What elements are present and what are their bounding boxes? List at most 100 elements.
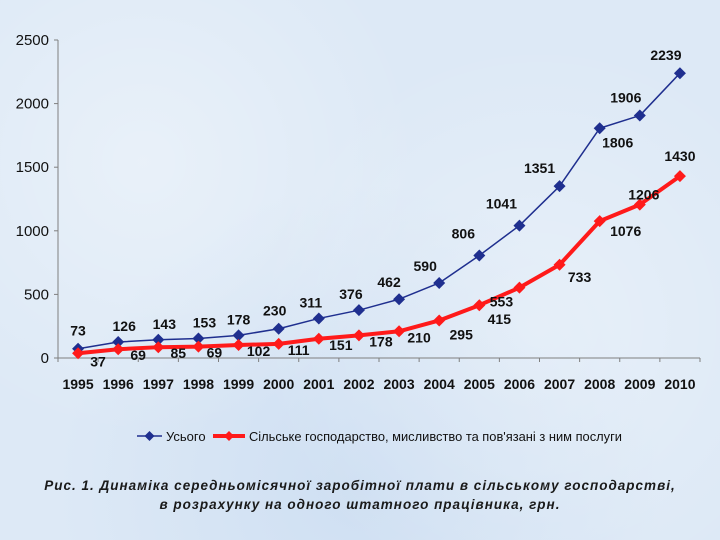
series-2-point: [593, 215, 606, 228]
x-tick-label: 1996: [103, 376, 134, 392]
series-1-point: [513, 219, 526, 232]
legend-label-series-1: Усього: [166, 429, 206, 444]
series-1-point: [312, 312, 325, 325]
series-2-point: [513, 281, 526, 294]
series-2-data-label: 111: [288, 342, 310, 358]
y-tick-label: 2000: [16, 96, 49, 113]
series-1-point: [112, 335, 125, 348]
x-tick-label: 2001: [303, 376, 334, 392]
x-tick-label: 2004: [424, 376, 455, 392]
legend: Усього Сільське господарство, мисливство…: [137, 429, 622, 444]
x-tick-label: 2002: [343, 376, 374, 392]
y-axis: 0 500 1000 1500 2000 2500: [16, 32, 58, 367]
series-2-point: [393, 325, 406, 338]
series-1-data-label: 1806: [602, 134, 633, 150]
series-1-data-label: 590: [414, 258, 438, 274]
series-2-data-label: 415: [488, 311, 512, 327]
series-2-point: [72, 347, 85, 360]
series-1-data-label: 806: [452, 225, 476, 241]
series-2-point: [112, 343, 125, 356]
x-tick-label: 2005: [464, 376, 495, 392]
series-2-data-label: 1430: [664, 148, 695, 164]
x-tick-label: 1995: [62, 376, 93, 392]
series-2-data-label: 37: [90, 353, 106, 369]
series-2-data-label: 210: [407, 329, 431, 345]
series-2-point: [312, 332, 325, 345]
series-2-point: [352, 329, 365, 342]
caption-line-1: Рис. 1. Динаміка середньомісячної заробі…: [44, 478, 676, 493]
series-2-data-label: 733: [568, 269, 592, 285]
series-1-point: [593, 122, 606, 135]
series-1: 73 126 143 153 178 230 311 376 462 590 806 1041 1351…: [70, 47, 686, 355]
legend-marker-series-2: [224, 431, 234, 441]
x-tick-label: 2010: [664, 376, 695, 392]
series-1-point: [352, 304, 365, 317]
series-1-data-label: 178: [227, 311, 251, 327]
series-1-point: [152, 333, 165, 346]
figure-caption: Рис. 1. Динаміка середньомісячної заробі…: [0, 476, 720, 514]
series-1-point: [232, 329, 245, 342]
series-2-point: [272, 337, 285, 350]
series-1-data-label: 143: [153, 316, 177, 332]
x-tick-label: 1998: [183, 376, 214, 392]
x-tick-label: 2000: [263, 376, 294, 392]
series-1-line: [77, 72, 681, 350]
series-1-data-label: 311: [300, 294, 323, 310]
x-axis: 1995 1996 1997 1998 1999 2000 2001 2002 2003 2004…: [57, 358, 701, 392]
series-1-point: [473, 249, 486, 262]
series-2-data-label: 553: [490, 294, 514, 310]
x-tick-label: 1997: [143, 376, 174, 392]
series-1-point: [633, 109, 646, 122]
series-1-data-label: 2239: [650, 47, 681, 63]
y-tick-label: 0: [41, 350, 49, 367]
series-1-point: [673, 67, 686, 80]
series-2-point: [152, 341, 165, 354]
series-1-point: [272, 322, 285, 335]
x-tick-label: 2008: [584, 376, 615, 392]
y-tick-label: 2500: [16, 32, 49, 49]
series-1-point: [433, 276, 446, 289]
series-2-point: [553, 258, 566, 271]
series-1-point: [553, 180, 566, 193]
series-2-point: [433, 314, 446, 327]
series-1-data-label: 153: [193, 315, 217, 331]
legend-marker-series-1: [144, 431, 155, 441]
series-1-data-label: 376: [339, 286, 363, 302]
series-2-data-label: 102: [247, 343, 271, 359]
series-2-line: [77, 174, 682, 356]
series-2-data-label: 178: [369, 333, 393, 349]
series-2-point: [192, 340, 205, 353]
series-group: 73 126 143 153 178 230 311 376 462 590 806 1041 1351…: [70, 47, 695, 369]
y-tick-label: 500: [24, 286, 49, 303]
x-tick-label: 2003: [383, 376, 414, 392]
series-1-data-label: 126: [113, 318, 137, 334]
legend-label-series-2: Сільське господарство, мисливство та пов…: [249, 429, 622, 444]
y-tick-label: 1500: [16, 159, 49, 176]
series-2-point: [673, 170, 686, 183]
series-1-data-label: 1041: [486, 196, 517, 212]
series-1-data-label: 1351: [524, 160, 555, 176]
x-tick-label: 1999: [223, 376, 254, 392]
series-2-data-label: 1206: [628, 187, 659, 203]
series-2-data-label: 85: [171, 345, 187, 361]
series-2-point: [633, 198, 646, 211]
plot-area: [57, 40, 700, 359]
series-2-data-label: 151: [329, 337, 353, 353]
x-tick-label: 2006: [504, 376, 535, 392]
caption-line-2: в розрахунку на одного штатного працівни…: [159, 497, 561, 512]
series-2-point: [232, 339, 245, 352]
series-2-data-label: 295: [450, 326, 474, 342]
series-2-data-label: 69: [207, 345, 223, 361]
series-1-data-label: 1906: [610, 90, 641, 106]
series-1-point: [192, 332, 205, 345]
series-1-point: [393, 293, 406, 306]
series-1-data-label: 73: [70, 323, 86, 339]
series-2-point: [473, 299, 486, 312]
series-1-data-label: 230: [263, 303, 287, 319]
y-tick-label: 1000: [16, 223, 49, 240]
x-tick-label: 2007: [544, 376, 575, 392]
series-2-data-label: 69: [130, 347, 146, 363]
x-tick-label: 2009: [624, 376, 655, 392]
